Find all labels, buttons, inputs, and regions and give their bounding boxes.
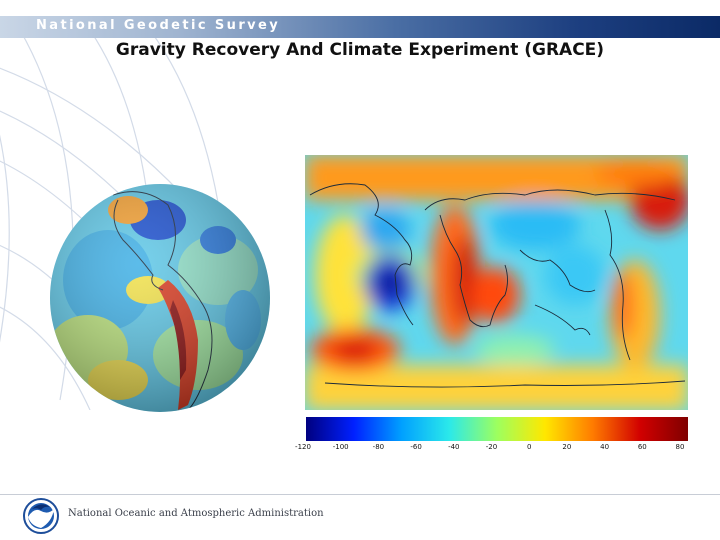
colorbar-tick-label: 60 (637, 443, 647, 451)
footer-divider (0, 494, 720, 495)
colorbar-tick-label: -40 (448, 443, 460, 451)
gravity-anomaly-globe (50, 184, 270, 412)
slide-title: Gravity Recovery And Climate Experiment … (115, 40, 605, 60)
colorbar-tick-label: 40 (600, 443, 610, 451)
colorbar-tick-label: -120 (295, 443, 311, 451)
colorbar-tick-label: 80 (675, 443, 685, 451)
colorbar-tick-label: -80 (372, 443, 385, 451)
colorbar-tick-label: -20 (485, 443, 498, 451)
footer-agency-name: National Oceanic and Atmospheric Adminis… (68, 508, 324, 519)
colorbar-tick-label: -100 (332, 443, 349, 451)
header-bar (0, 16, 720, 38)
colorbar-tick-label: 0 (526, 443, 532, 451)
colorbar-tick-label: 20 (562, 443, 572, 451)
noaa-logo (23, 498, 59, 534)
colorbar (306, 417, 688, 441)
colorbar-tick-label: -60 (410, 443, 422, 451)
header-org-name: National Geodetic Survey (36, 18, 281, 33)
gravity-anomaly-world-map (305, 155, 688, 410)
